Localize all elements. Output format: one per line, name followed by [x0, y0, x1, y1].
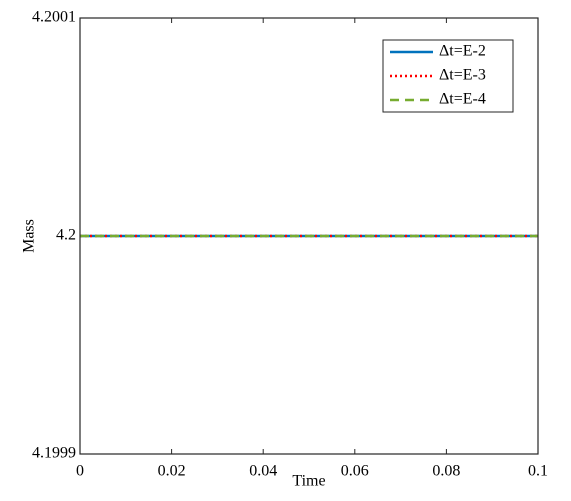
x-tick-label: 0.04 [249, 463, 277, 480]
legend-label: Δt=E-4 [439, 91, 486, 108]
x-tick-label: 0.06 [341, 463, 369, 480]
y-tick-label: 4.1999 [32, 445, 76, 462]
legend-label: Δt=E-3 [439, 67, 486, 84]
legend-label: Δt=E-2 [439, 43, 486, 60]
y-axis-label: Mass [21, 219, 38, 253]
plot-frame [79, 17, 539, 455]
x-axis-label: Time [292, 473, 325, 490]
x-tick-label: 0 [76, 463, 84, 480]
x-tick-label: 0.02 [158, 463, 186, 480]
y-tick-label: 4.2 [56, 227, 76, 244]
x-tick-label: 0.1 [528, 463, 548, 480]
y-tick-label: 4.2001 [32, 9, 76, 26]
x-tick-label: 0.08 [432, 463, 460, 480]
